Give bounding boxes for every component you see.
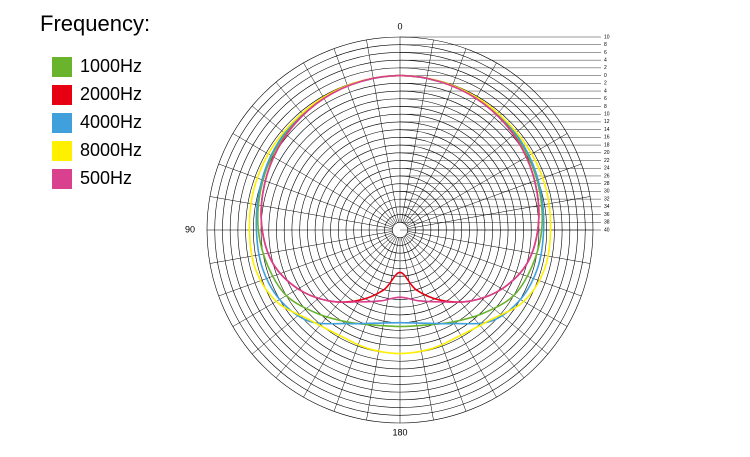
r-tick-label: 34 bbox=[604, 204, 610, 210]
legend-label: 8000Hz bbox=[80, 140, 142, 160]
legend-swatch bbox=[52, 85, 72, 105]
r-tick-label: 28 bbox=[604, 181, 610, 187]
r-tick-label: 2 bbox=[604, 65, 607, 71]
legend-swatch bbox=[52, 113, 72, 133]
r-tick-label: 10 bbox=[604, 34, 610, 40]
polar-curve bbox=[255, 74, 545, 325]
r-tick-label: 24 bbox=[604, 166, 610, 172]
r-tick-label: 8 bbox=[604, 42, 607, 48]
r-tick-label: 2 bbox=[604, 81, 607, 87]
angle-tick-label: 180 bbox=[392, 427, 407, 437]
r-tick-label: 14 bbox=[604, 127, 610, 133]
r-tick-label: 18 bbox=[604, 142, 610, 148]
r-tick-label: 36 bbox=[604, 212, 610, 218]
polar-curve bbox=[256, 74, 544, 328]
r-tick-label: 38 bbox=[604, 220, 610, 226]
legend-label: 1000Hz bbox=[80, 56, 142, 76]
r-tick-label: 26 bbox=[604, 173, 610, 179]
r-tick-label: 4 bbox=[604, 88, 607, 94]
polar-curve bbox=[260, 74, 540, 304]
r-tick-label: 6 bbox=[604, 96, 607, 102]
r-tick-label: 20 bbox=[604, 150, 610, 156]
legend-swatch bbox=[52, 57, 72, 77]
legend-label: 500Hz bbox=[80, 168, 132, 188]
r-tick-label: 0 bbox=[604, 73, 607, 79]
polar-curve bbox=[248, 74, 552, 355]
legend-title: Frequency: bbox=[40, 11, 150, 36]
r-tick-label: 16 bbox=[604, 135, 610, 141]
r-tick-label: 22 bbox=[604, 158, 610, 164]
legend-label: 4000Hz bbox=[80, 112, 142, 132]
r-tick-label: 12 bbox=[604, 119, 610, 125]
angle-tick-label: 90 bbox=[185, 224, 195, 234]
r-tick-label: 40 bbox=[604, 227, 610, 233]
r-tick-label: 30 bbox=[604, 189, 610, 195]
legend-swatch bbox=[52, 141, 72, 161]
legend-swatch bbox=[52, 169, 72, 189]
r-tick-label: 6 bbox=[604, 50, 607, 56]
r-tick-label: 10 bbox=[604, 112, 610, 118]
r-tick-label: 8 bbox=[604, 104, 607, 110]
legend-label: 2000Hz bbox=[80, 84, 142, 104]
angle-tick-label: 0 bbox=[397, 21, 402, 31]
r-tick-label: 32 bbox=[604, 196, 610, 202]
r-tick-label: 4 bbox=[604, 57, 607, 63]
